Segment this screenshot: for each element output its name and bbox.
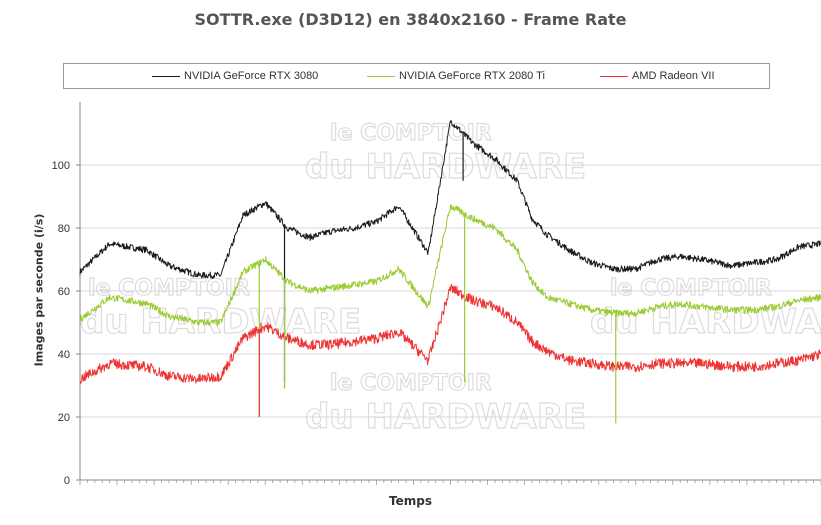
watermark-mark: du HARDWARE <box>305 147 586 187</box>
y-tick-label: 80 <box>58 223 70 235</box>
y-axis-label: Images par seconde (i/s) <box>32 213 46 367</box>
watermark-group: le COMPTOIR du HARDWARE le COMPTOIR du H… <box>79 120 821 437</box>
legend-entry-radeon-vii: AMD Radeon VII <box>600 70 715 82</box>
legend-entry-rtx3080: NVIDIA GeForce RTX 3080 <box>152 70 318 82</box>
watermark-mark: le COMPTOIR <box>610 276 772 301</box>
watermark-mark: du HARDWARE <box>80 302 361 342</box>
watermark-mark: le COMPTOIR <box>88 276 250 301</box>
series-line <box>79 283 821 384</box>
legend-entry-rtx2080ti: NVIDIA GeForce RTX 2080 Ti <box>367 70 545 82</box>
y-tick-label: 40 <box>58 349 70 361</box>
y-tick-labels: 0 20 40 60 80 100 <box>52 160 70 487</box>
legend-swatch-radeon-vii <box>600 75 628 77</box>
series-line <box>79 119 821 279</box>
y-tick-label: 100 <box>52 160 70 172</box>
y-tick-label: 20 <box>58 412 70 424</box>
series-line <box>79 204 821 326</box>
axes <box>76 102 821 485</box>
x-axis-label: Temps <box>389 494 432 508</box>
watermark-mark: le COMPTOIR <box>330 371 492 396</box>
legend: NVIDIA GeForce RTX 3080 NVIDIA GeForce R… <box>63 63 770 89</box>
y-tick-label: 0 <box>64 475 70 487</box>
legend-swatch-rtx3080 <box>152 75 180 77</box>
legend-swatch-rtx2080ti <box>367 75 395 77</box>
legend-label-rtx2080ti: NVIDIA GeForce RTX 2080 Ti <box>399 70 545 82</box>
chart-title: SOTTR.exe (D3D12) en 3840x2160 - Frame R… <box>194 10 627 29</box>
series-group <box>79 119 821 424</box>
watermark-mark: le COMPTOIR <box>330 121 492 146</box>
y-tick-label: 60 <box>58 286 70 298</box>
legend-label-radeon-vii: AMD Radeon VII <box>632 70 715 82</box>
legend-label-rtx3080: NVIDIA GeForce RTX 3080 <box>184 70 319 82</box>
